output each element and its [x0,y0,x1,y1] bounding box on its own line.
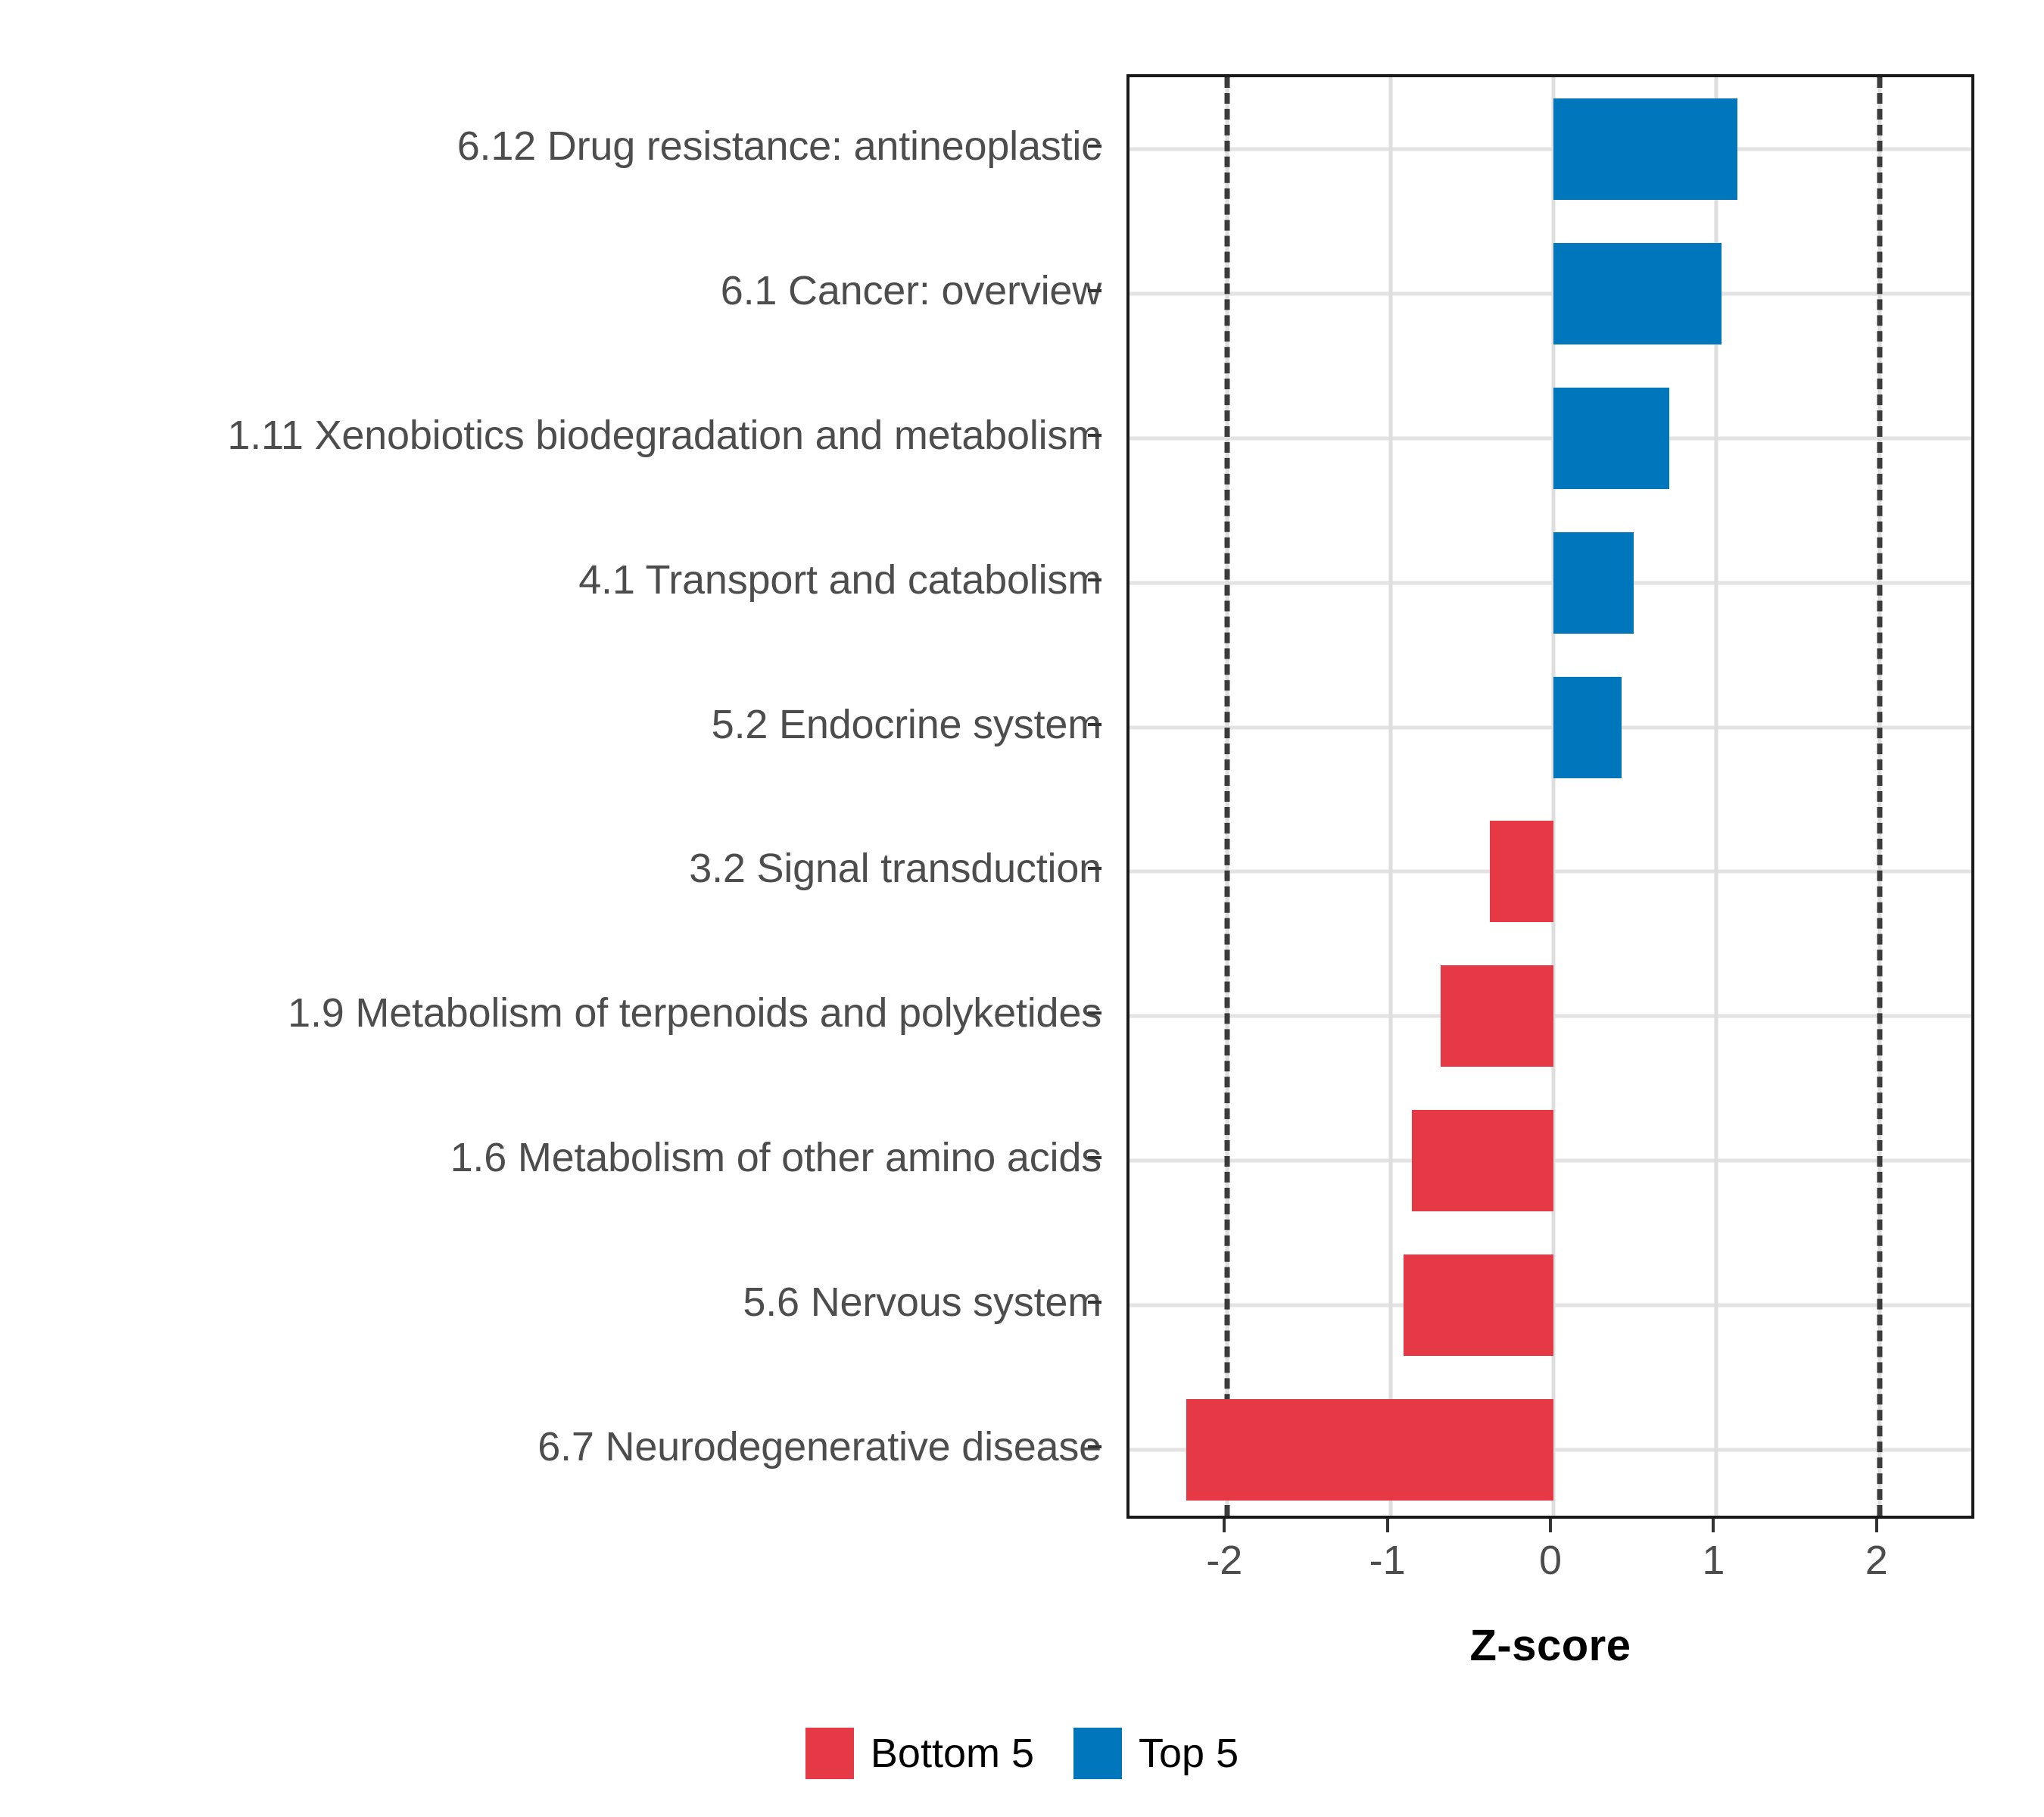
y-axis-category-label: 5.2 Endocrine system [711,701,1101,747]
x-axis-tick-mark [1223,1519,1226,1532]
vertical-gridline [1714,77,1718,1516]
bar [1553,243,1722,345]
y-axis-tick-mark [1088,289,1101,293]
y-axis-label-row: 1.9 Metabolism of terpenoids and polyket… [0,941,1101,1086]
x-axis-tick-label: -1 [1369,1538,1406,1583]
bar [1411,1110,1553,1211]
y-axis-tick-mark [1088,1445,1101,1448]
y-axis-category-label: 6.7 Neurodegenerative disease [537,1423,1101,1469]
legend-color-swatch [805,1728,854,1779]
y-axis-category-label: 1.11 Xenobiotics biodegradation and meta… [227,412,1101,458]
vertical-gridline [1388,77,1393,1516]
legend-label: Bottom 5 [870,1731,1034,1776]
bar [1186,1398,1553,1501]
y-axis-label-row: 1.11 Xenobiotics biodegradation and meta… [0,363,1101,508]
legend-entry[interactable]: Top 5 [1073,1728,1239,1779]
y-axis-label-row: 1.6 Metabolism of other amino acids [0,1086,1102,1230]
horizontal-gridline [1129,147,1971,151]
x-axis-tick-mark [1712,1519,1715,1532]
bar [1490,821,1553,923]
vertical-gridline [1551,77,1556,1516]
horizontal-gridline [1129,725,1971,730]
y-axis-category-label: 3.2 Signal transduction [689,846,1101,892]
y-axis-tick-mark [1088,145,1101,148]
bar [1553,98,1738,201]
horizontal-gridline [1129,581,1971,585]
y-axis-category-label: 6.12 Drug resistance: antineoplastic [456,123,1101,170]
horizontal-gridline [1129,436,1971,441]
y-axis-label-row: 5.6 Nervous system [0,1230,1101,1374]
y-axis-tick-mark [1088,578,1101,581]
y-axis-category-label: 5.6 Nervous system [743,1279,1101,1325]
x-axis: -2 -1 0 1 2 [1126,1519,1974,1610]
reference-line [1224,77,1230,1516]
bar [1553,676,1622,778]
y-axis-tick-mark [1088,1300,1101,1304]
legend: Bottom 5 Top 5 [0,1728,2044,1779]
y-axis-category-label: 6.1 Cancer: overview [720,268,1101,314]
y-axis-label-row: 3.2 Signal transduction [0,796,1101,941]
plot-panel [1126,74,1974,1519]
x-axis-tick-label: -2 [1206,1538,1243,1583]
y-axis-label-row: 4.1 Transport and catabolism [0,507,1101,652]
y-axis-tick-mark [1088,433,1101,437]
y-axis-label-row: 6.7 Neurodegenerative disease [0,1374,1101,1519]
y-axis-category-label: 4.1 Transport and catabolism [578,556,1101,603]
horizontal-gridline [1129,291,1971,296]
reference-line [1877,77,1883,1516]
y-axis-tick-mark [1088,722,1101,726]
legend-color-swatch [1073,1728,1122,1779]
legend-label: Top 5 [1139,1731,1239,1776]
bar [1553,388,1669,489]
bar [1441,965,1553,1067]
x-axis-title: Z-score [1469,1621,1631,1670]
y-axis-label-row: 5.2 Endocrine system [0,652,1101,796]
y-axis-labels: 6.12 Drug resistance: antineoplastic 6.1 … [0,74,1101,1519]
legend-entry[interactable]: Bottom 5 [805,1728,1034,1779]
x-axis-tick-label: 1 [1702,1538,1725,1583]
bar [1403,1254,1553,1356]
y-axis-tick-mark [1088,1011,1101,1015]
y-axis-category-label: 1.9 Metabolism of terpenoids and polyket… [288,990,1101,1036]
y-axis-tick-mark [1088,1155,1101,1159]
x-axis-tick-label: 2 [1865,1538,1888,1583]
plot-area [1129,77,1971,1516]
x-axis-tick-mark [1385,1519,1389,1532]
bar [1553,531,1634,634]
x-axis-tick-mark [1549,1519,1552,1532]
x-axis-tick-mark [1874,1519,1878,1532]
y-axis-category-label: 1.6 Metabolism of other amino acids [450,1134,1102,1180]
y-axis-label-row: 6.12 Drug resistance: antineoplastic [0,74,1101,219]
x-axis-tick-label: 0 [1538,1538,1563,1583]
y-axis-label-row: 6.1 Cancer: overview [0,219,1101,363]
y-axis-tick-mark [1088,867,1101,871]
